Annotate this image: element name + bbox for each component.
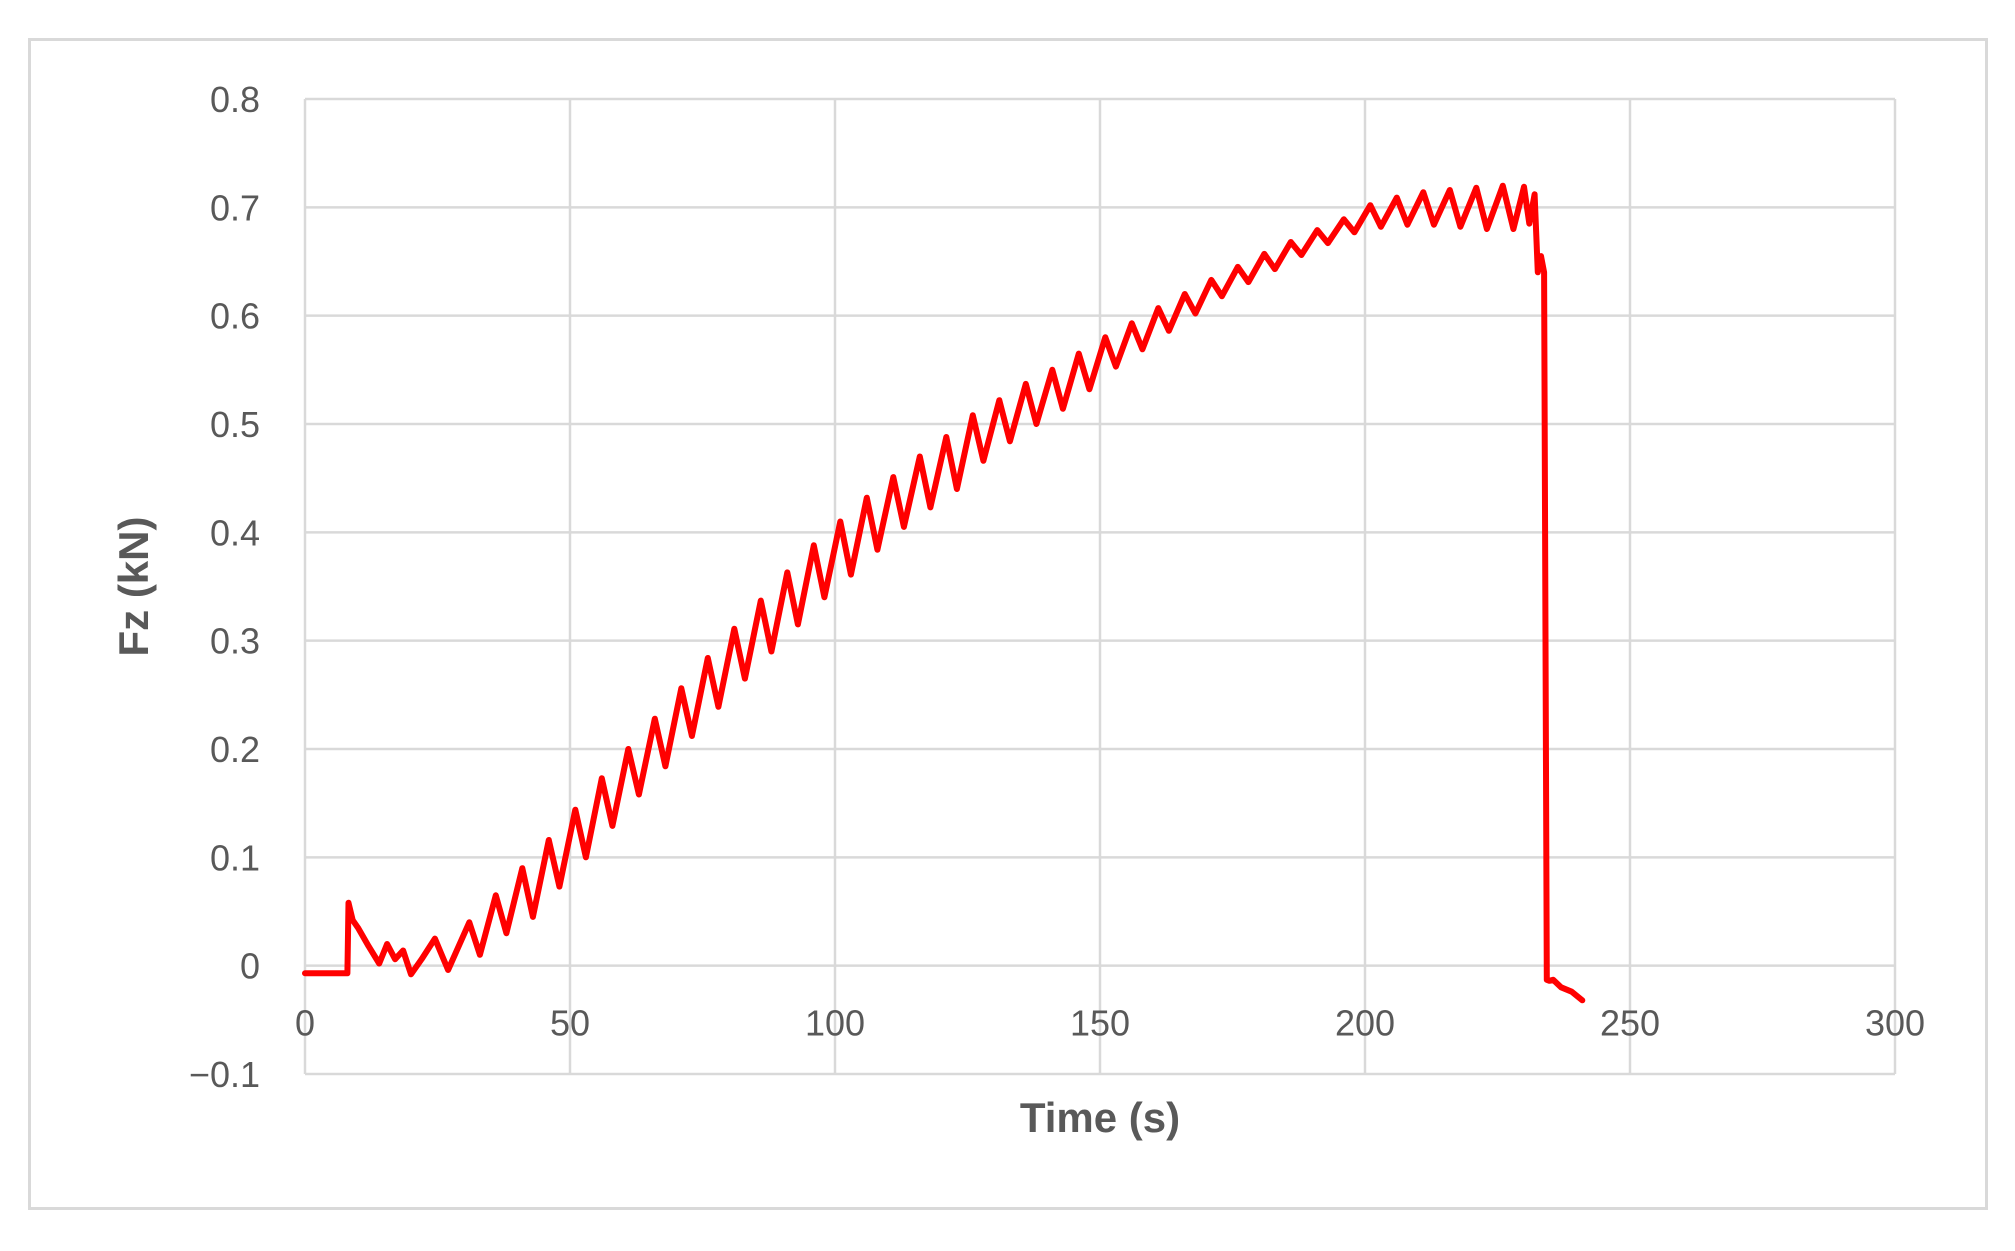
y-tick-label: 0.4 xyxy=(210,512,260,553)
x-tick-label: 50 xyxy=(550,1003,590,1044)
x-axis-tick-labels: 0 50 100 150 200 250 300 xyxy=(295,1003,1925,1044)
y-tick-label: 0.2 xyxy=(210,729,260,770)
x-tick-label: 150 xyxy=(1070,1003,1130,1044)
plot-area xyxy=(302,182,1586,1004)
y-tick-label: 0.6 xyxy=(210,296,260,337)
y-axis-tick-labels: −0.1 0 0.1 0.2 0.3 0.4 0.5 0.6 0.7 0.8 xyxy=(189,79,260,1095)
y-tick-label: 0.5 xyxy=(210,404,260,445)
y-tick-label: 0.8 xyxy=(210,79,260,120)
y-axis-title: Fz (kN) xyxy=(110,517,157,657)
series-line-0 xyxy=(302,182,1586,1004)
x-tick-label: 200 xyxy=(1335,1003,1395,1044)
y-tick-label: 0.7 xyxy=(210,187,260,228)
x-tick-label: 300 xyxy=(1865,1003,1925,1044)
y-tick-label: 0 xyxy=(240,946,260,987)
x-tick-label: 250 xyxy=(1600,1003,1660,1044)
y-tick-label: 0.3 xyxy=(210,621,260,662)
x-tick-label: 0 xyxy=(295,1003,315,1044)
y-tick-label: −0.1 xyxy=(189,1054,260,1095)
x-tick-label: 100 xyxy=(805,1003,865,1044)
x-axis-title: Time (s) xyxy=(1020,1094,1180,1141)
chart-frame xyxy=(28,38,1988,1210)
grid-lines xyxy=(303,97,1897,1076)
y-tick-label: 0.1 xyxy=(210,837,260,878)
